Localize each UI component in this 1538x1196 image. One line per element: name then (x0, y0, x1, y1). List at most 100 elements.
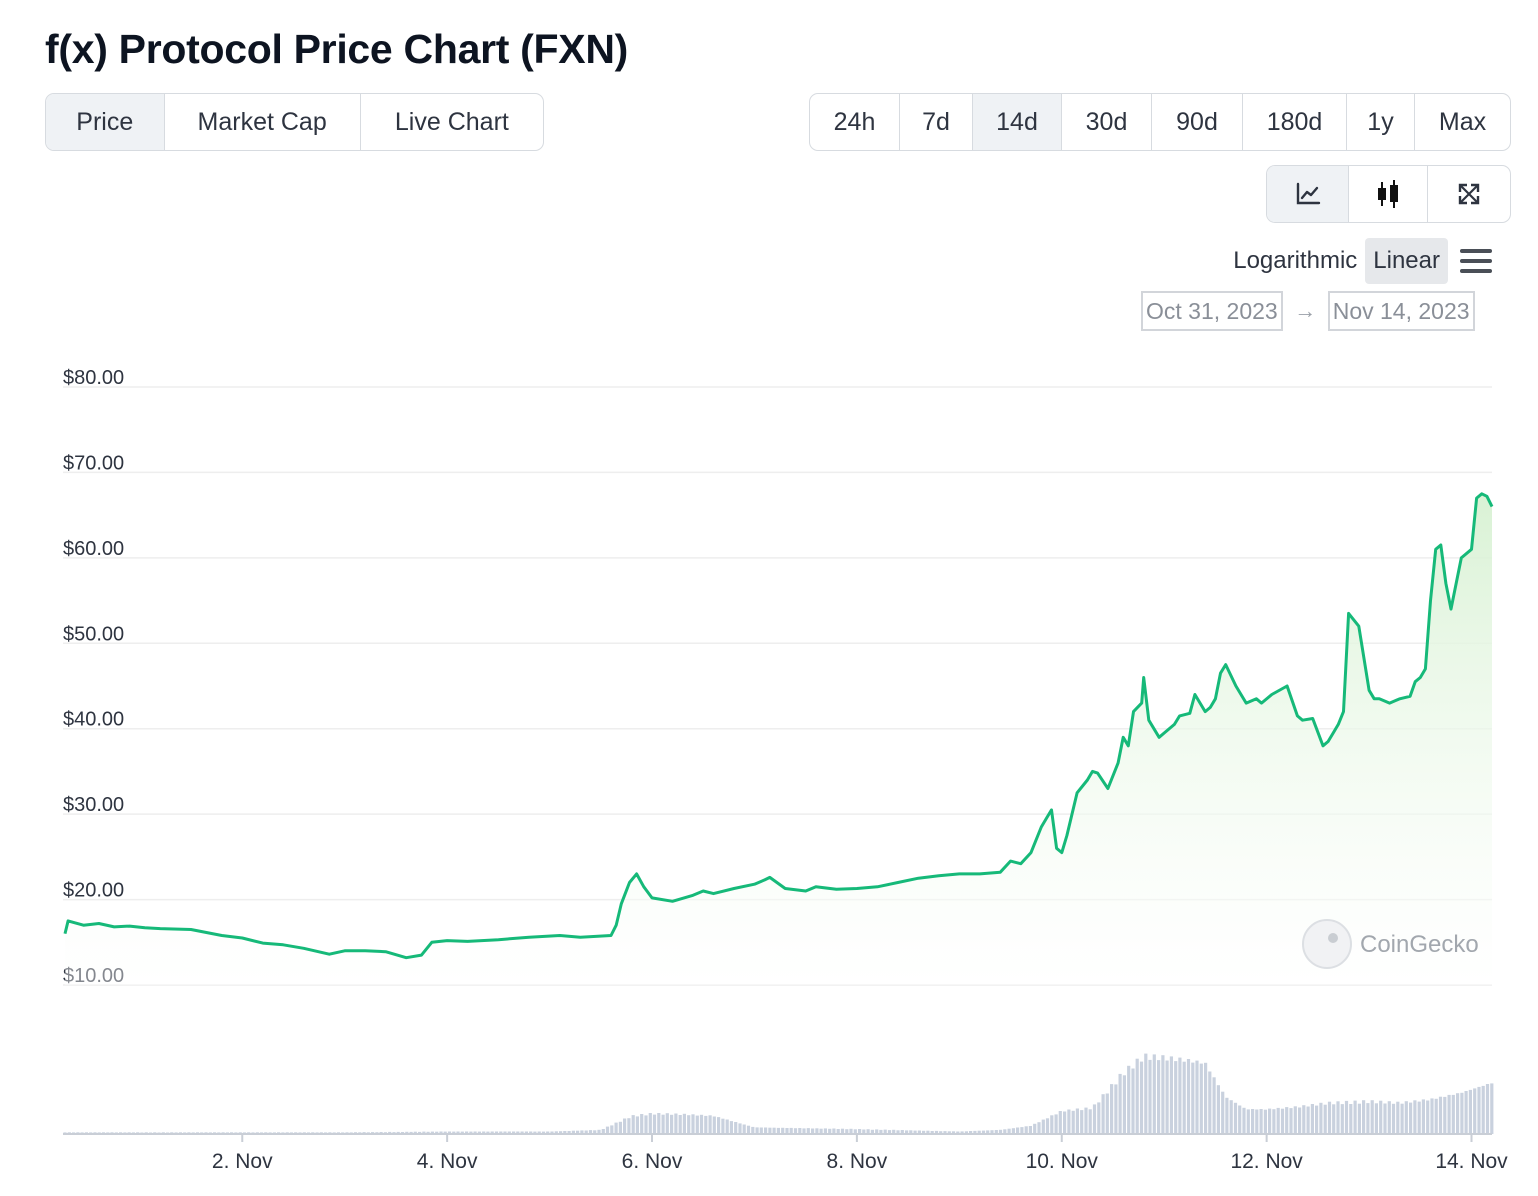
tab-price[interactable]: Price (46, 94, 165, 150)
volume-bar (482, 1131, 486, 1134)
tab-market-cap[interactable]: Market Cap (165, 94, 361, 150)
volume-bar (849, 1128, 853, 1134)
volume-bar (1139, 1061, 1144, 1134)
volume-bar (670, 1114, 674, 1134)
hamburger-menu-icon[interactable] (1460, 249, 1492, 273)
volume-bar (870, 1129, 874, 1134)
coingecko-logo-icon (1302, 919, 1352, 969)
volume-bar (973, 1130, 977, 1134)
volume-bar (1033, 1123, 1037, 1134)
volume-bar (1323, 1104, 1327, 1134)
volume-bar (1336, 1101, 1340, 1134)
volume-bar (1417, 1101, 1421, 1134)
volume-bar (610, 1125, 614, 1134)
volume-bar (1182, 1061, 1186, 1134)
volume-bar (588, 1130, 593, 1134)
volume-bar (1477, 1086, 1481, 1134)
volume-bar (1191, 1062, 1195, 1134)
volume-bar (772, 1127, 776, 1134)
range-14d[interactable]: 14d (973, 94, 1062, 150)
volume-bar (422, 1131, 426, 1134)
volume-bar (465, 1131, 469, 1134)
volume-bar (1276, 1107, 1280, 1134)
volume-bar (550, 1131, 554, 1134)
volume-bar (875, 1129, 879, 1134)
volume-bar (1409, 1102, 1413, 1134)
tab-live-chart[interactable]: Live Chart (394, 107, 509, 136)
volume-bar (858, 1129, 862, 1134)
volume-bar (823, 1128, 827, 1134)
volume-bar (1456, 1093, 1460, 1134)
y-tick-label: $60.00 (63, 538, 124, 560)
volume-bar (1050, 1115, 1054, 1134)
x-tick-label: 6. Nov (622, 1150, 683, 1173)
volume-bar (883, 1129, 887, 1134)
range-30d[interactable]: 30d (1062, 94, 1152, 150)
volume-bar (682, 1113, 686, 1134)
volume-bar (1268, 1108, 1272, 1134)
volume-bar (1387, 1101, 1391, 1134)
date-to-input[interactable]: Nov 14, 2023 (1327, 291, 1475, 331)
volume-bar (1063, 1111, 1067, 1134)
logarithmic-button[interactable]: Logarithmic (1233, 247, 1358, 274)
date-from-input[interactable]: Oct 31, 2023 (1141, 291, 1283, 331)
volume-bar (1131, 1068, 1135, 1134)
volume-bar (1357, 1103, 1361, 1134)
volume-bar (1302, 1105, 1306, 1134)
volume-bar (930, 1131, 934, 1134)
volume-bar (405, 1131, 409, 1134)
range-1y[interactable]: 1y (1347, 94, 1415, 150)
volume-bar (759, 1127, 763, 1134)
volume-bar (708, 1115, 712, 1134)
volume-bar (571, 1130, 575, 1134)
candlestick-button[interactable] (1349, 166, 1428, 222)
volume-bar (819, 1128, 823, 1134)
line-chart-button[interactable] (1267, 166, 1350, 222)
volume-bar (507, 1131, 511, 1134)
volume-bar (1438, 1096, 1443, 1134)
volume-bar (811, 1128, 815, 1134)
volume-bar (1229, 1100, 1233, 1134)
linear-button[interactable]: Linear (1365, 238, 1448, 284)
volume-bar (789, 1127, 793, 1134)
volume-bar (1298, 1107, 1302, 1134)
volume-bar (1421, 1099, 1425, 1134)
volume-bar (426, 1131, 430, 1134)
volume-bar (896, 1130, 900, 1134)
volume-bar (409, 1131, 413, 1134)
volume-bar (776, 1127, 780, 1134)
volume-bar (490, 1131, 494, 1134)
volume-bar (473, 1131, 477, 1134)
fullscreen-button[interactable] (1428, 166, 1510, 222)
volume-bar (712, 1116, 716, 1134)
volume-bar (1195, 1060, 1199, 1134)
volume-bar (1285, 1107, 1289, 1134)
range-7d[interactable]: 7d (900, 94, 973, 150)
range-max[interactable]: Max (1438, 107, 1487, 136)
volume-bar (1161, 1055, 1165, 1134)
volume-bar (618, 1121, 622, 1134)
volume-bar (533, 1131, 537, 1134)
volume-bar (768, 1127, 772, 1134)
volume-bar (862, 1129, 866, 1134)
y-tick-label: $40.00 (63, 709, 124, 731)
volume-bar (1037, 1122, 1041, 1134)
range-90d[interactable]: 90d (1152, 94, 1243, 150)
volume-bar (717, 1117, 721, 1134)
volume-bar (1011, 1128, 1015, 1134)
volume-bar (764, 1127, 768, 1134)
volume-bar (1020, 1127, 1024, 1134)
volume-bar (652, 1114, 657, 1134)
range-24h[interactable]: 24h (810, 94, 900, 150)
range-180d[interactable]: 180d (1243, 94, 1347, 150)
y-tick-label: $80.00 (63, 367, 124, 389)
volume-bar (1088, 1109, 1092, 1134)
x-tick-label: 12. Nov (1230, 1150, 1303, 1173)
volume-bar (1349, 1104, 1353, 1134)
volume-bar (1340, 1104, 1344, 1134)
y-tick-label: $70.00 (63, 452, 124, 474)
volume-bar (1208, 1071, 1212, 1134)
volume-bar (887, 1130, 892, 1134)
volume-bar (1084, 1107, 1088, 1134)
volume-bar (657, 1113, 661, 1134)
